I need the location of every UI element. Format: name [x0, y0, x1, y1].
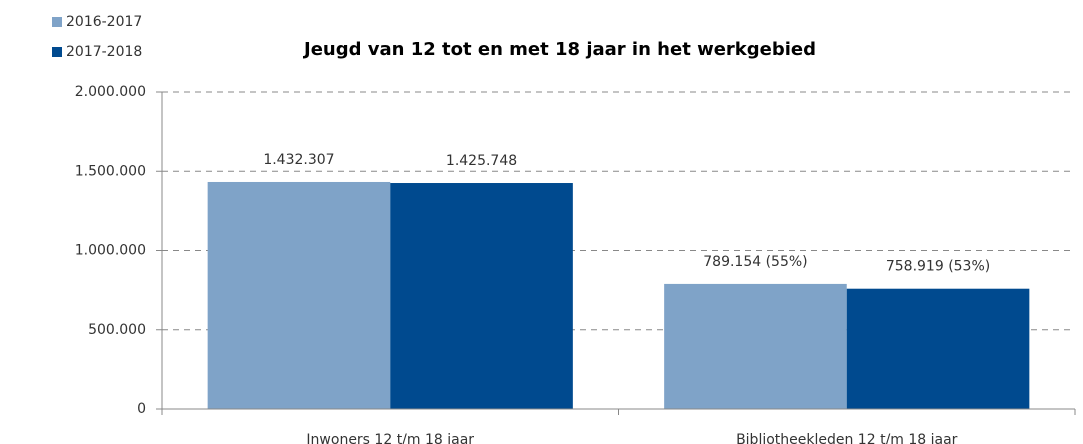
bar: [846, 288, 1030, 409]
x-tick-label: Bibliotheekleden 12 t/m 18 jaar: [736, 432, 958, 444]
y-tick-label: 0: [137, 401, 146, 417]
y-tick-label: 1.000.000: [75, 243, 146, 259]
y-tick-label: 2.000.000: [75, 84, 146, 100]
legend-swatch: [52, 17, 62, 27]
value-label: 758.919 (53%): [886, 259, 990, 275]
value-label: 1.432.307: [263, 152, 334, 168]
chart-title: Jeugd van 12 tot en met 18 jaar in het w…: [302, 39, 816, 60]
bar: [664, 283, 847, 409]
legend-label: 2016-2017: [66, 14, 142, 30]
bar: [390, 183, 573, 409]
bar: [207, 181, 391, 409]
value-label: 789.154 (55%): [703, 254, 807, 270]
y-tick-label: 500.000: [88, 322, 146, 338]
x-tick-label: Inwoners 12 t/m 18 jaar: [306, 432, 474, 444]
y-tick-label: 1.500.000: [75, 163, 146, 179]
value-label: 1.425.748: [446, 153, 517, 169]
legend-label: 2017-2018: [66, 44, 142, 60]
legend-swatch: [52, 47, 62, 57]
